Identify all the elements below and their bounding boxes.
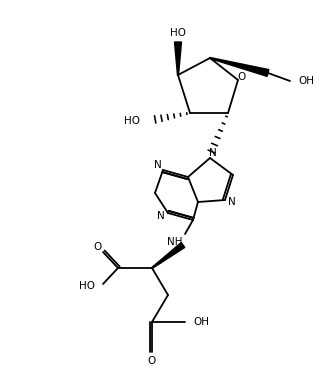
Text: N: N bbox=[209, 148, 217, 158]
Text: O: O bbox=[238, 72, 246, 82]
Text: N: N bbox=[154, 160, 162, 170]
Text: N: N bbox=[228, 197, 236, 207]
Text: O: O bbox=[148, 356, 156, 366]
Polygon shape bbox=[210, 57, 269, 76]
Text: HO: HO bbox=[79, 281, 95, 291]
Text: N: N bbox=[157, 211, 165, 221]
Text: HO: HO bbox=[170, 28, 186, 38]
Text: HO: HO bbox=[124, 116, 140, 126]
Text: OH: OH bbox=[193, 317, 209, 327]
Text: OH: OH bbox=[298, 76, 314, 86]
Polygon shape bbox=[175, 42, 182, 75]
Polygon shape bbox=[152, 242, 185, 268]
Text: NH: NH bbox=[167, 237, 183, 247]
Text: O: O bbox=[94, 242, 102, 252]
